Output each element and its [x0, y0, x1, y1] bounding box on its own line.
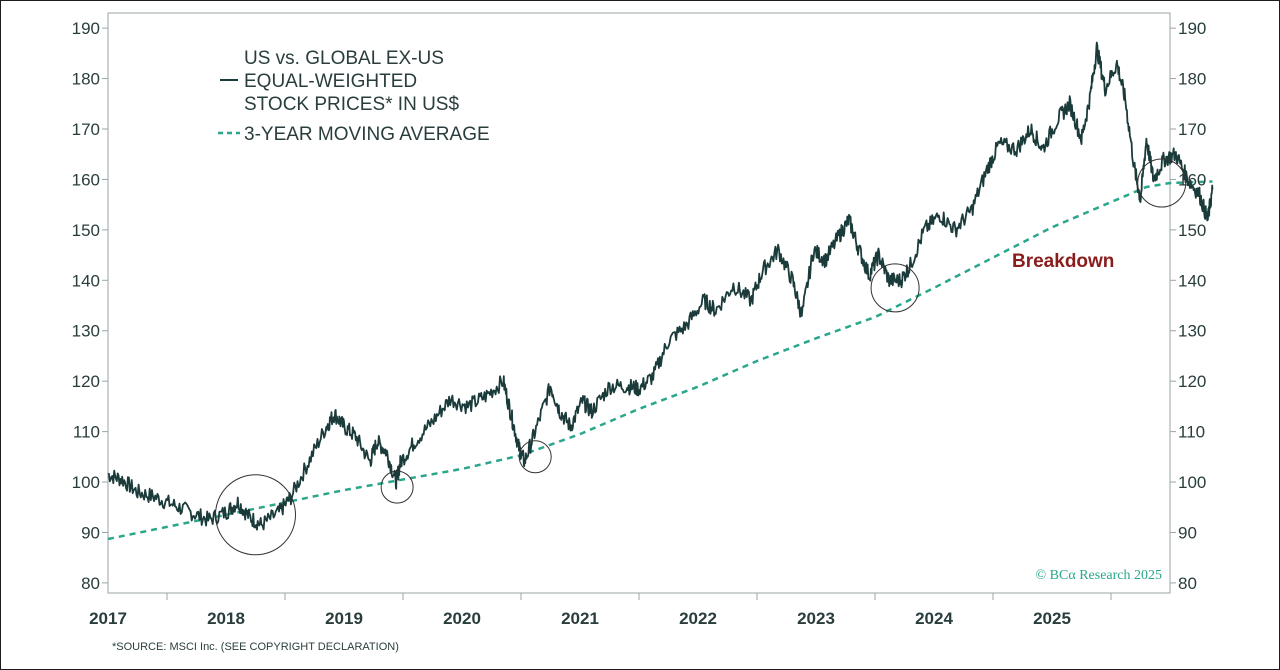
y-tick-label-left: 100 [72, 473, 100, 492]
y-tick-label-right: 170 [1178, 120, 1206, 139]
y-tick-label-left: 140 [72, 271, 100, 290]
y-tick-label-right: 140 [1178, 271, 1206, 290]
y-tick-label-right: 190 [1178, 19, 1206, 38]
y-tick-label-left: 190 [72, 19, 100, 38]
y-tick-label-left: 130 [72, 322, 100, 341]
highlight-circles-layer [215, 158, 1187, 556]
x-tick-label: 2022 [679, 609, 717, 628]
price-line [107, 41, 1214, 531]
credit-text: © BCα Research 2025 [1036, 568, 1162, 583]
source-note: *SOURCE: MSCI Inc. (SEE COPYRIGHT DECLAR… [112, 641, 399, 653]
y-tick-label-left: 80 [81, 574, 100, 593]
legend: US vs. GLOBAL EX-US EQUAL-WEIGHTED STOCK… [218, 48, 490, 145]
y-tick-label-left: 150 [72, 221, 100, 240]
y-tick-label-left: 90 [81, 523, 100, 542]
y-tick-label-right: 120 [1178, 372, 1206, 391]
y-tick-label-right: 150 [1178, 221, 1206, 240]
y-tick-label-left: 170 [72, 120, 100, 139]
highlight-circle-4 [870, 263, 920, 313]
y-tick-label-left: 160 [72, 170, 100, 189]
y-tick-label-left: 120 [72, 372, 100, 391]
y-axis-right: 80 90 100 110 120 130 140 150 160 170 180 190 [1170, 19, 1206, 593]
y-axis-left: 80 90 100 110 120 130 140 150 160 170 180 190 [72, 19, 108, 593]
y-tick-label-left: 180 [72, 70, 100, 89]
legend-ma-label: 3-YEAR MOVING AVERAGE [244, 124, 490, 145]
y-tick-label-right: 110 [1178, 423, 1205, 442]
y-tick-label-right: 160 [1178, 170, 1206, 189]
x-tick-label: 2023 [797, 609, 835, 628]
x-tick-label: 2018 [207, 609, 245, 628]
x-tick-label: 2019 [325, 609, 363, 628]
moving-average-line [107, 180, 1213, 541]
highlight-circle-2 [380, 470, 414, 504]
y-tick-label-right: 130 [1178, 322, 1206, 341]
y-tick-label-right: 100 [1178, 473, 1206, 492]
x-tick-label: 2021 [561, 609, 599, 628]
legend-title-line-2: EQUAL-WEIGHTED [244, 71, 417, 92]
x-tick-label: 2020 [443, 609, 481, 628]
price-series-layer [107, 41, 1214, 531]
highlight-circle-1 [215, 474, 296, 556]
moving-average-layer [107, 180, 1213, 541]
x-axis: 2017 2018 2019 2020 2021 2022 2023 2024 2025 [89, 593, 1112, 628]
x-tick-label: 2024 [915, 609, 953, 628]
x-tick-label: 2025 [1033, 609, 1071, 628]
legend-title-line-1: US vs. GLOBAL EX-US [244, 48, 444, 69]
breakdown-annotation: Breakdown [1012, 251, 1114, 272]
y-tick-label-left: 110 [73, 423, 100, 442]
y-tick-label-right: 80 [1178, 574, 1197, 593]
x-tick-label: 2017 [89, 609, 127, 628]
highlight-circle-3 [518, 440, 552, 474]
legend-title-line-3: STOCK PRICES* IN US$ [244, 94, 459, 115]
y-tick-label-right: 90 [1178, 523, 1197, 542]
y-tick-label-right: 180 [1178, 70, 1206, 89]
highlight-circle-5 [1137, 158, 1187, 208]
